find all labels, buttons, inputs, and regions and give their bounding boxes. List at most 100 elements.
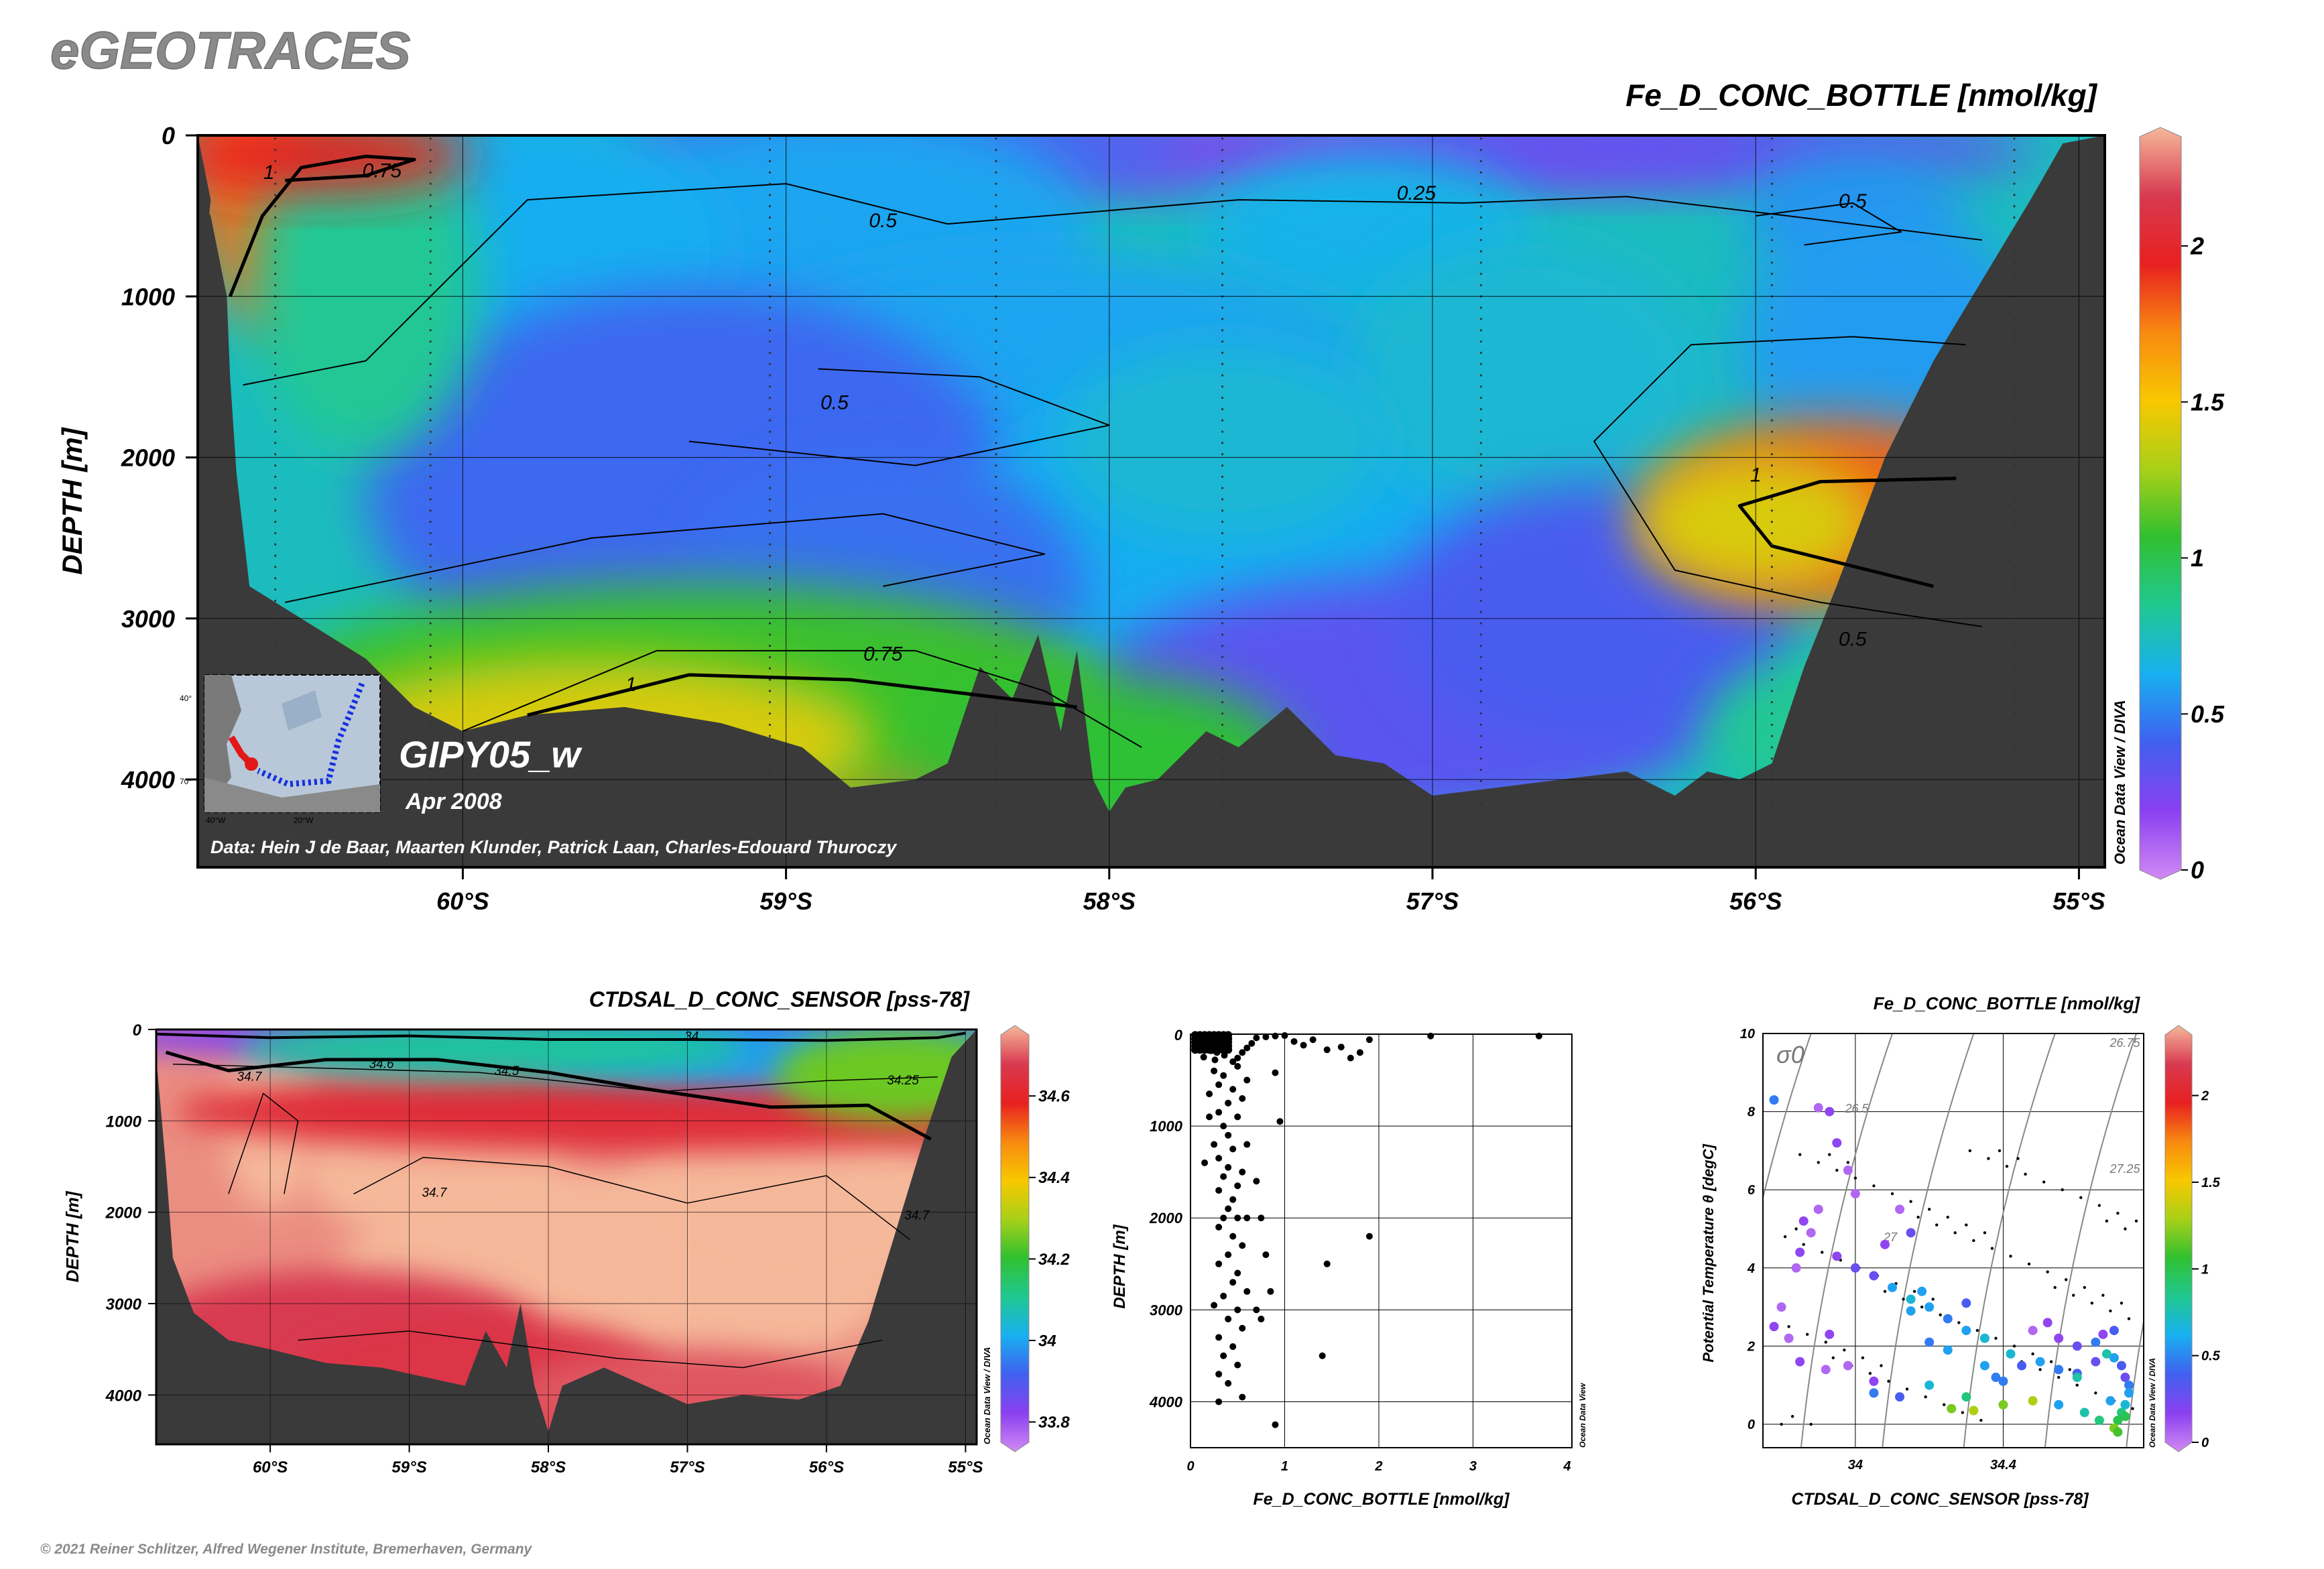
data-point xyxy=(1319,1352,1326,1359)
sample-dot xyxy=(1479,363,1482,365)
contour-line xyxy=(228,154,416,298)
copyright-text: © 2021 Reiner Schlitzer, Alfred Wegener … xyxy=(40,1542,533,1557)
sample-dot xyxy=(1221,250,1224,253)
data-point xyxy=(1262,1033,1270,1041)
sample-dot xyxy=(1957,1321,1961,1324)
sample-dot xyxy=(429,363,432,365)
sample-dot xyxy=(1924,1395,1927,1399)
data-point xyxy=(1795,1247,1805,1257)
y-tick-label: 6 xyxy=(1748,1183,1756,1198)
sample-dot xyxy=(2013,194,2016,196)
sample-dot xyxy=(768,261,772,264)
sample-dot xyxy=(1927,1208,1931,1211)
sample-dot xyxy=(995,385,997,388)
sample-dot xyxy=(1770,735,1773,737)
sample-dot xyxy=(1221,723,1224,726)
data-point xyxy=(2079,1407,2089,1418)
sample-dot xyxy=(274,374,277,377)
data-point xyxy=(1243,1214,1251,1222)
y-axis-label: DEPTH [m] xyxy=(62,1190,82,1282)
sample-dot xyxy=(274,588,277,591)
data-point xyxy=(1798,1216,1809,1226)
sample-dot xyxy=(1821,1251,1824,1254)
sample-dot xyxy=(768,374,772,377)
data-point xyxy=(1248,1040,1256,1047)
sample-dot xyxy=(1221,397,1224,399)
sample-dot xyxy=(995,397,997,399)
sample-dot xyxy=(1479,430,1482,433)
sample-dot xyxy=(274,667,277,670)
sample-dot xyxy=(429,194,432,196)
sample-dot xyxy=(1770,791,1773,794)
sample-dot xyxy=(1221,273,1224,275)
sample-dot xyxy=(1221,182,1224,185)
data-point xyxy=(1215,1398,1223,1405)
colorbar-ramp xyxy=(1000,1025,1030,1452)
sample-dot xyxy=(1221,678,1224,681)
data-point xyxy=(1258,1214,1265,1222)
sample-dot xyxy=(1479,723,1482,726)
sample-dot xyxy=(274,645,277,647)
data-point xyxy=(1229,1086,1237,1093)
colorbar-tick-label: 34.4 xyxy=(1038,1169,1070,1187)
sample-dot xyxy=(429,622,432,625)
inset-shelf xyxy=(282,690,322,731)
colorbar-tick-label: 2 xyxy=(2190,233,2204,260)
sample-dot xyxy=(768,171,772,174)
sample-dot xyxy=(1770,284,1773,287)
contour-label: 0.5 xyxy=(1839,629,1867,651)
sample-dot xyxy=(429,599,432,602)
sample-dot xyxy=(1221,712,1224,715)
main-colorbar: 0 0.5 1 1.5 2 xyxy=(2139,127,2225,884)
y-tick-label: 2000 xyxy=(1149,1210,1183,1227)
data-point xyxy=(1991,1373,2001,1383)
sample-dot xyxy=(274,622,277,625)
data-point xyxy=(1998,1399,2008,1409)
x-tick-label: 59°S xyxy=(759,887,812,915)
y-tick-label: 8 xyxy=(1748,1105,1756,1120)
y-tick-label: 3000 xyxy=(106,1296,142,1314)
sample-dot xyxy=(995,723,997,726)
data-point xyxy=(1832,1138,1842,1148)
isopycnal-line xyxy=(1800,1033,1894,1448)
sample-dot xyxy=(768,318,772,320)
data-point xyxy=(1239,1324,1246,1332)
data-point xyxy=(1234,1054,1241,1062)
data-point xyxy=(1229,1343,1237,1351)
sample-dot xyxy=(995,577,997,580)
sample-dot xyxy=(2013,261,2016,264)
sample-dot xyxy=(1221,216,1224,219)
sample-dot xyxy=(274,419,277,422)
odv-credit: Ocean Data View / DIVA xyxy=(2148,1358,2157,1448)
data-point xyxy=(2072,1341,2082,1351)
salinity-colorbar: 33.8 34 34.2 34.4 34.6 xyxy=(1000,1025,1070,1452)
sample-dot xyxy=(1221,385,1224,388)
data-point xyxy=(1813,1204,1823,1214)
sample-dot xyxy=(1479,385,1482,388)
sample-dot xyxy=(1479,611,1482,613)
sample-dot xyxy=(1221,363,1224,365)
sample-dot xyxy=(274,633,277,636)
data-point xyxy=(1347,1054,1354,1062)
sample-dot xyxy=(995,182,997,185)
plot-frame xyxy=(1190,1033,1573,1448)
land-mass xyxy=(198,135,211,281)
sample-dot xyxy=(995,194,997,196)
data-point xyxy=(1229,1058,1237,1066)
x-tick-label: 59°S xyxy=(391,1458,426,1477)
sample-dot xyxy=(429,340,432,343)
y-axis-label: DEPTH [m] xyxy=(1111,1224,1129,1308)
sample-dot xyxy=(2013,723,2016,726)
sample-dot xyxy=(995,318,997,320)
y-axis-label: Potential Temperature θ [degC] xyxy=(1700,1144,1717,1363)
field-blob xyxy=(1061,347,1384,536)
contour-line xyxy=(284,513,1046,603)
sample-dot xyxy=(768,137,772,140)
sample-dot xyxy=(429,521,432,523)
sample-dot xyxy=(1770,340,1773,343)
sample-dot xyxy=(768,622,772,625)
seafloor-bathymetry xyxy=(198,135,2105,867)
sample-dot xyxy=(2013,351,2016,354)
sample-dot xyxy=(1770,746,1773,749)
